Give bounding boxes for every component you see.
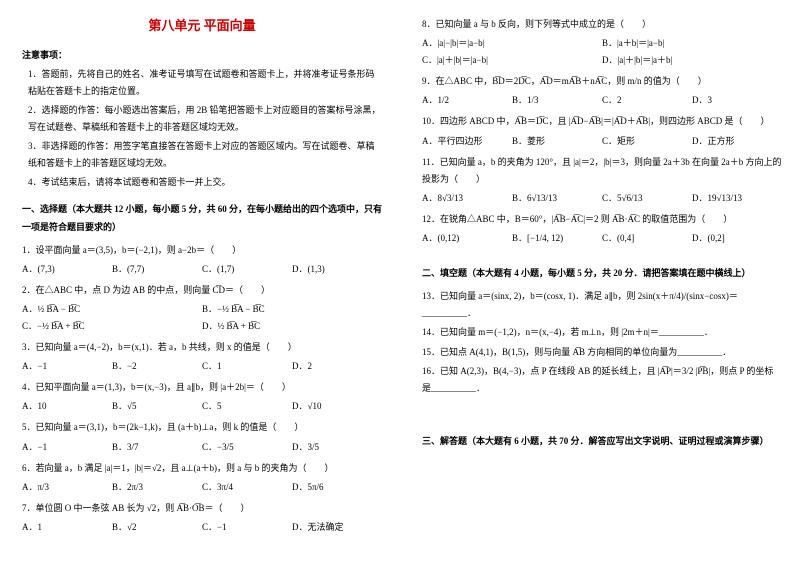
q12-options: A．(0,12) B．[−1/4, 12) C．(0,4] D．(0,2]: [422, 230, 782, 247]
q16: 16．已知 A(2,3)，B(4,−3)，点 P 在线段 AB 的延长线上，且 …: [422, 363, 782, 397]
q10-options: A．平行四边形 B．菱形 C．矩形 D．正方形: [422, 133, 782, 150]
opt: B．|a＋b|＝|a−b|: [602, 35, 782, 52]
opt: C．−1: [202, 519, 292, 536]
opt: A．|a|−|b|＝|a−b|: [422, 35, 602, 52]
opt: A．(0,12): [422, 230, 512, 247]
opt: B．6√13/13: [512, 190, 602, 207]
q1: 1．设平面向量 a＝(3,5)，b＝(−2,1)，则 a−2b＝（ ）: [22, 242, 382, 259]
opt: B．菱形: [512, 133, 602, 150]
opt: D．(0,2]: [692, 230, 782, 247]
notice-item: 1．答题前，先将自己的姓名、准考证号填写在试题卷和答题卡上，并将准考证号条形码粘…: [22, 66, 382, 100]
opt: D．(1,3): [292, 261, 382, 278]
opt: B．3/7: [112, 439, 202, 456]
opt: B．−½ B͞A − B͞C: [202, 301, 382, 318]
opt: A．−1: [22, 358, 112, 375]
q11: 11．已知向量 a，b 的夹角为 120°，且 |a|＝2，|b|＝3，则向量 …: [422, 154, 782, 188]
opt: A．8√3/13: [422, 190, 512, 207]
opt: A．平行四边形: [422, 133, 512, 150]
opt: D．19√13/13: [692, 190, 782, 207]
opt: A．1: [22, 519, 112, 536]
opt: C．5√6/13: [602, 190, 692, 207]
worksheet-page: 第八单元 平面向量 注意事项： 1．答题前，先将自己的姓名、准考证号填写在试题卷…: [0, 0, 800, 566]
opt: A．π/3: [22, 479, 112, 496]
opt: D．无法确定: [292, 519, 382, 536]
opt: A．−1: [22, 439, 112, 456]
opt: B．√5: [112, 398, 202, 415]
opt: D．2: [292, 358, 382, 375]
opt: A．10: [22, 398, 112, 415]
q7: 7．单位圆 O 中一条弦 AB 长为 √2，则 A͞B·O͞B＝（ ）: [22, 500, 382, 517]
opt: C．−½ B͞A + B͞C: [22, 318, 202, 335]
right-column: 8．已知向量 a 与 b 反向，则下列等式中成立的是（ ） A．|a|−|b|＝…: [400, 0, 800, 566]
section-a-heading: 一、选择题（本大题共 12 小题，每小题 5 分，共 60 分，在每小题给出的四…: [22, 201, 382, 235]
opt: A．(7,3): [22, 261, 112, 278]
opt: C．−3/5: [202, 439, 292, 456]
opt: B．−2: [112, 358, 202, 375]
notice-item: 3．非选择题的作答：用签字笔直接答在答题卡上对应的答题区域内。写在试题卷、草稿纸…: [22, 138, 382, 172]
opt: C．3π/4: [202, 479, 292, 496]
q2: 2．在△ABC 中，点 D 为边 AB 的中点，则向量 C͞D＝（ ）: [22, 282, 382, 299]
opt: B．1/3: [512, 92, 602, 109]
opt: C．(1,7): [202, 261, 292, 278]
q4-options: A．10 B．√5 C．5 D．√10: [22, 398, 382, 415]
q3-options: A．−1 B．−2 C．1 D．2: [22, 358, 382, 375]
section-b-heading: 二、填空题（本大题有 4 小题，每小题 5 分，共 20 分．请把答案填在题中横…: [422, 265, 782, 282]
q1-options: A．(7,3) B．(7,7) C．(1,7) D．(1,3): [22, 261, 382, 278]
notice-heading: 注意事项：: [22, 47, 382, 64]
q7-options: A．1 B．√2 C．−1 D．无法确定: [22, 519, 382, 536]
q14: 14．已知向量 m＝(−1,2)，n＝(x,−4)，若 m⊥n，则 |2m＋n|…: [422, 324, 782, 341]
q11-options: A．8√3/13 B．6√13/13 C．5√6/13 D．19√13/13: [422, 190, 782, 207]
q6-options: A．π/3 B．2π/3 C．3π/4 D．5π/6: [22, 479, 382, 496]
section-c-heading: 三、解答题（本大题有 6 小题，共 70 分．解答应写出文字说明、证明过程或演算…: [422, 433, 782, 450]
q13: 13．已知向量 a＝(sinx, 2)，b＝(cosx, 1)．满足 a∥b，则…: [422, 288, 782, 322]
q6: 6．若向量 a，b 满足 |a|＝1，|b|＝√2，且 a⊥(a＋b)，则 a …: [22, 460, 382, 477]
q9: 9．在△ABC 中，B͞D＝2D͞C，A͞D＝mA͞B＋nA͞C，则 m/n 的…: [422, 73, 782, 90]
opt: C．矩形: [602, 133, 692, 150]
opt: D．3: [692, 92, 782, 109]
q10: 10．四边形 ABCD 中，A͞B＝D͞C，且 |A͞D−A͞B|＝|A͞D＋A…: [422, 113, 782, 130]
opt: D．正方形: [692, 133, 782, 150]
notice-item: 4．考试结束后，请将本试题卷和答题卡一并上交。: [22, 174, 382, 191]
opt: D．½ B͞A + B͞C: [202, 318, 382, 335]
opt: C．(0,4]: [602, 230, 692, 247]
opt: D．5π/6: [292, 479, 382, 496]
opt: D．√10: [292, 398, 382, 415]
left-column: 第八单元 平面向量 注意事项： 1．答题前，先将自己的姓名、准考证号填写在试题卷…: [0, 0, 400, 566]
q8: 8．已知向量 a 与 b 反向，则下列等式中成立的是（ ）: [422, 16, 782, 33]
opt: C．2: [602, 92, 692, 109]
notice-item: 2．选择题的作答：每小题选出答案后，用 2B 铅笔把答题卡上对应题目的答案标号涂…: [22, 102, 382, 136]
q5-options: A．−1 B．3/7 C．−3/5 D．3/5: [22, 439, 382, 456]
opt: B．√2: [112, 519, 202, 536]
opt: B．(7,7): [112, 261, 202, 278]
q5: 5．已知向量 a＝(3,1)，b＝(2k−1,k)，且 (a＋b)⊥a，则 k …: [22, 419, 382, 436]
q9-options: A．1/2 B．1/3 C．2 D．3: [422, 92, 782, 109]
q12: 12．在锐角△ABC 中，B＝60°，|A͞B−A͞C|＝2 则 A͞B·A͞C…: [422, 211, 782, 228]
opt: C．|a|＋|b|＝|a−b|: [422, 52, 602, 69]
opt: C．1: [202, 358, 292, 375]
opt: D．|a|＋|b|＝|a＋b|: [602, 52, 782, 69]
q15: 15．已知点 A(4,1)，B(1,5)，则与向量 A͞B 方向相同的单位向量为…: [422, 344, 782, 361]
unit-title: 第八单元 平面向量: [22, 14, 382, 39]
opt: A．1/2: [422, 92, 512, 109]
q3: 3．已知向量 a＝(4,−2)，b＝(x,1)．若 a，b 共线，则 x 的值是…: [22, 339, 382, 356]
opt: C．5: [202, 398, 292, 415]
q4: 4．已知平面向量 a＝(1,3)，b＝(x,−3)，且 a∥b，则 |a＋2b|…: [22, 379, 382, 396]
opt: B．2π/3: [112, 479, 202, 496]
q2-options: A．½ B͞A − B͞C B．−½ B͞A − B͞C C．−½ B͞A + …: [22, 301, 382, 335]
opt: B．[−1/4, 12): [512, 230, 602, 247]
q8-options: A．|a|−|b|＝|a−b| B．|a＋b|＝|a−b| C．|a|＋|b|＝…: [422, 35, 782, 69]
opt: A．½ B͞A − B͞C: [22, 301, 202, 318]
opt: D．3/5: [292, 439, 382, 456]
